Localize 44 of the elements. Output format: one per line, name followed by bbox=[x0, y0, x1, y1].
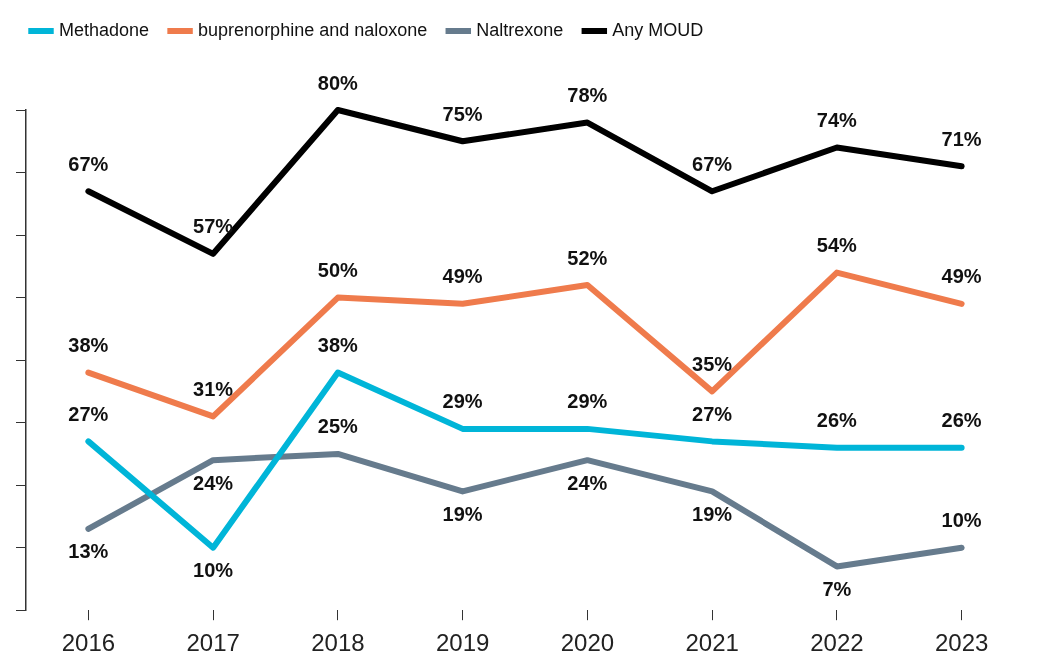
data-label: 7% bbox=[822, 577, 852, 600]
x-tick-label: 2020 bbox=[560, 629, 615, 657]
x-tick-label: 2018 bbox=[311, 629, 365, 657]
data-label: 29% bbox=[442, 390, 483, 413]
x-tick-label: 2019 bbox=[435, 629, 490, 657]
data-label: 78% bbox=[567, 84, 608, 107]
x-tick-label: 2021 bbox=[685, 629, 739, 657]
x-tick-label: 2016 bbox=[61, 629, 116, 657]
data-label: 54% bbox=[816, 234, 858, 257]
x-tick-label: 2022 bbox=[810, 629, 864, 657]
data-label: 26% bbox=[941, 409, 982, 432]
data-label: 25% bbox=[317, 415, 359, 438]
data-label: 27% bbox=[68, 402, 109, 425]
data-label: 67% bbox=[692, 152, 733, 175]
data-label: 49% bbox=[941, 265, 982, 288]
data-label: 31% bbox=[193, 377, 234, 400]
x-tick-label: 2017 bbox=[186, 629, 240, 657]
data-label: 38% bbox=[317, 334, 359, 357]
legend-label: Methadone bbox=[59, 19, 150, 40]
data-label: 52% bbox=[567, 246, 608, 269]
x-tick-label: 2023 bbox=[934, 629, 989, 657]
data-label: 50% bbox=[317, 259, 359, 282]
data-label: 74% bbox=[816, 109, 858, 132]
data-label: 19% bbox=[442, 502, 483, 525]
data-label: 10% bbox=[193, 559, 234, 582]
data-label: 67% bbox=[68, 152, 109, 175]
legend-label: Naltrexone bbox=[476, 19, 564, 40]
data-label: 38% bbox=[68, 334, 109, 357]
data-label: 19% bbox=[692, 502, 733, 525]
data-label: 35% bbox=[692, 352, 733, 375]
data-label: 71% bbox=[941, 127, 982, 150]
data-label: 57% bbox=[193, 215, 234, 238]
data-label: 49% bbox=[442, 265, 483, 288]
data-label: 13% bbox=[68, 540, 109, 563]
data-label: 29% bbox=[567, 390, 608, 413]
data-label: 80% bbox=[317, 71, 359, 94]
legend-label: buprenorphine and naloxone bbox=[198, 19, 428, 40]
data-label: 24% bbox=[193, 471, 234, 494]
data-label: 10% bbox=[941, 509, 982, 532]
data-label: 27% bbox=[692, 402, 733, 425]
data-label: 24% bbox=[567, 471, 608, 494]
data-label: 26% bbox=[816, 409, 858, 432]
data-label: 75% bbox=[442, 102, 483, 125]
legend-label: Any MOUD bbox=[612, 19, 704, 40]
